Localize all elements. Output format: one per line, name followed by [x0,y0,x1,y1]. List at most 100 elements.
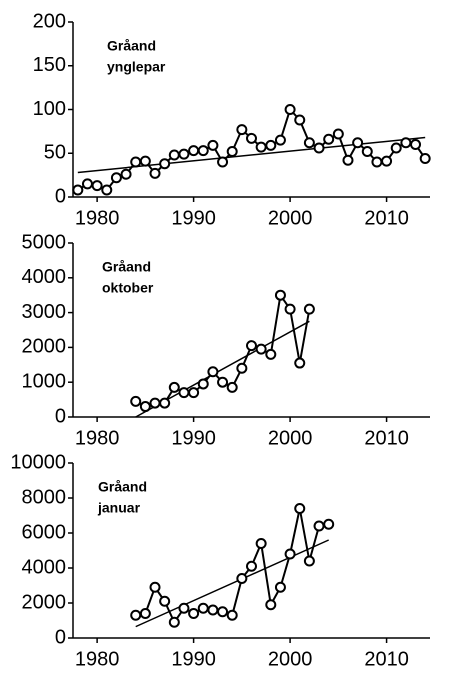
data-point [400,137,412,149]
data-point [381,155,393,167]
y-tick-label: 0 [55,405,66,427]
data-point [236,573,248,584]
data-point [207,139,219,151]
data-point [81,178,93,190]
annotation: januar [97,500,141,516]
data-point [139,608,151,619]
data-point [197,602,209,614]
data-point [207,604,219,616]
x-tick-label: 1990 [171,427,216,449]
data-point [188,608,200,619]
y-tick-label: 0 [55,626,66,648]
data-point [159,595,171,607]
y-tick-label: 0 [55,185,66,207]
trend-line [135,539,329,628]
data-point [255,538,267,549]
data-point [168,381,180,393]
data-point [303,137,315,149]
data-point [294,503,306,514]
data-point [294,357,306,369]
data-point [178,387,190,399]
data-point [274,581,286,593]
data-point [217,376,229,388]
data-point [149,581,161,593]
y-tick-label: 4000 [22,556,67,578]
data-point [255,343,267,355]
annotation: Gråand [107,38,156,54]
y-tick-label: 1000 [22,370,67,392]
data-point [246,132,257,144]
data-point [120,168,132,180]
data-point [246,340,257,352]
data-point [226,609,238,621]
y-tick-label: 150 [33,54,66,76]
data-point [294,114,306,126]
data-point [91,180,103,192]
data-point [130,156,142,168]
data-point [323,518,335,530]
data-point [246,560,257,572]
data-point [149,397,161,409]
data-point [130,609,142,621]
data-point [410,139,422,150]
data-point [101,184,113,196]
data-point [188,145,200,157]
data-point [265,139,277,151]
y-tick-label: 2000 [22,336,67,358]
y-tick-label: 200 [33,10,66,32]
data-point [274,289,286,301]
data-point [207,366,219,378]
annotation: ynglepar [107,59,166,75]
data-point [313,520,325,532]
data-point [323,133,335,145]
data-point [361,146,373,157]
data-point [139,155,151,167]
data-point [332,128,344,140]
data-point [178,602,190,614]
x-tick-label: 1990 [171,648,216,670]
x-tick-label: 1990 [171,207,216,229]
data-point [217,156,229,168]
data-point [352,137,364,149]
data-point [72,184,84,196]
x-tick-label: 1980 [75,648,120,670]
data-point [110,172,122,184]
data-point [226,146,238,157]
annotation: Gråand [102,259,151,275]
x-tick-label: 2010 [364,648,409,670]
data-point [303,555,315,567]
data-point [226,381,238,393]
data-point [284,548,296,560]
y-tick-label: 3000 [22,301,67,323]
x-tick-label: 2000 [268,427,313,449]
data-point [130,395,142,407]
data-point [168,149,180,161]
x-tick-label: 1980 [75,207,120,229]
data-point [284,104,296,115]
x-tick-label: 2010 [364,427,409,449]
data-point [159,158,171,170]
y-tick-label: 4000 [22,266,67,288]
data-point [371,156,383,168]
y-tick-label: 2000 [22,591,67,613]
x-tick-label: 1980 [75,427,120,449]
y-tick-label: 10000 [10,451,66,473]
data-point [342,154,354,166]
data-point [139,401,151,413]
data-point [168,616,180,628]
data-point [284,303,296,315]
data-point [236,124,248,136]
data-point [265,599,277,611]
data-point [274,134,286,146]
x-tick-label: 2000 [268,648,313,670]
data-point [178,148,190,160]
data-point [419,153,431,164]
data-point [390,142,402,154]
data-point [255,141,267,153]
data-point [188,387,200,399]
data-point [313,142,325,154]
data-point [197,378,209,390]
y-tick-label: 6000 [22,521,67,543]
series-line [135,292,311,408]
x-tick-label: 2000 [268,207,313,229]
